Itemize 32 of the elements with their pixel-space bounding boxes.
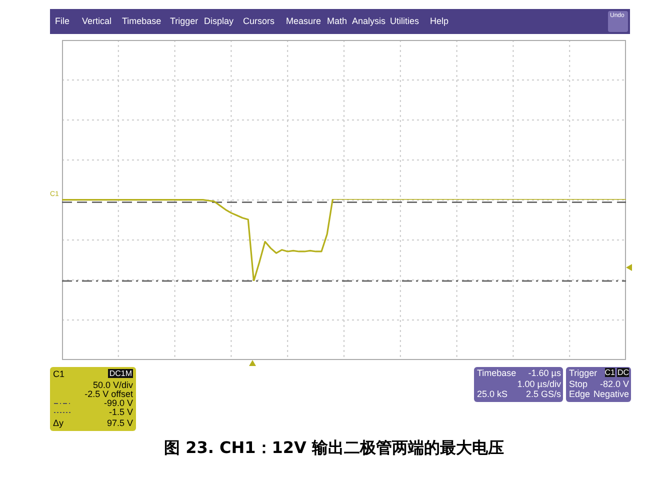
text: C1 [53,369,65,380]
text: Math [327,16,348,27]
text: 25.0 kS [477,389,508,400]
text: -2.5 V offset [84,389,133,400]
text: Measure [286,16,322,27]
text: DC [617,368,629,377]
text: Timebase [477,368,516,379]
text: File [55,16,70,27]
text: Negative [593,389,629,400]
text: Trigger [170,16,198,27]
text: 2.5 GS/s [526,389,561,400]
text: Vertical [82,16,112,27]
text: Δy [53,418,64,429]
text: -82.0 V [600,379,629,390]
text: 1.00 µs/div [517,379,561,390]
text: Display [204,16,234,27]
text: Stop [569,379,588,390]
text: Edge [569,389,590,400]
text: 97.5 V [106,418,133,429]
text: -99.0 V [104,398,133,408]
text: 图 23. CH1：12V 输出二极管两端的最大电压 [163,438,505,459]
text: 50.0 V/div [92,380,133,390]
text: Utilities [390,16,420,27]
text: Help [430,16,449,27]
text: Timebase [122,16,162,27]
text: DC1M [108,369,133,378]
text: Cursors [243,16,275,27]
text: -1.60 µs [528,368,561,379]
text: -1.5 V [108,407,133,418]
text: Analysis [352,16,386,27]
text: Trigger [569,368,598,379]
text: C1 [604,368,615,377]
